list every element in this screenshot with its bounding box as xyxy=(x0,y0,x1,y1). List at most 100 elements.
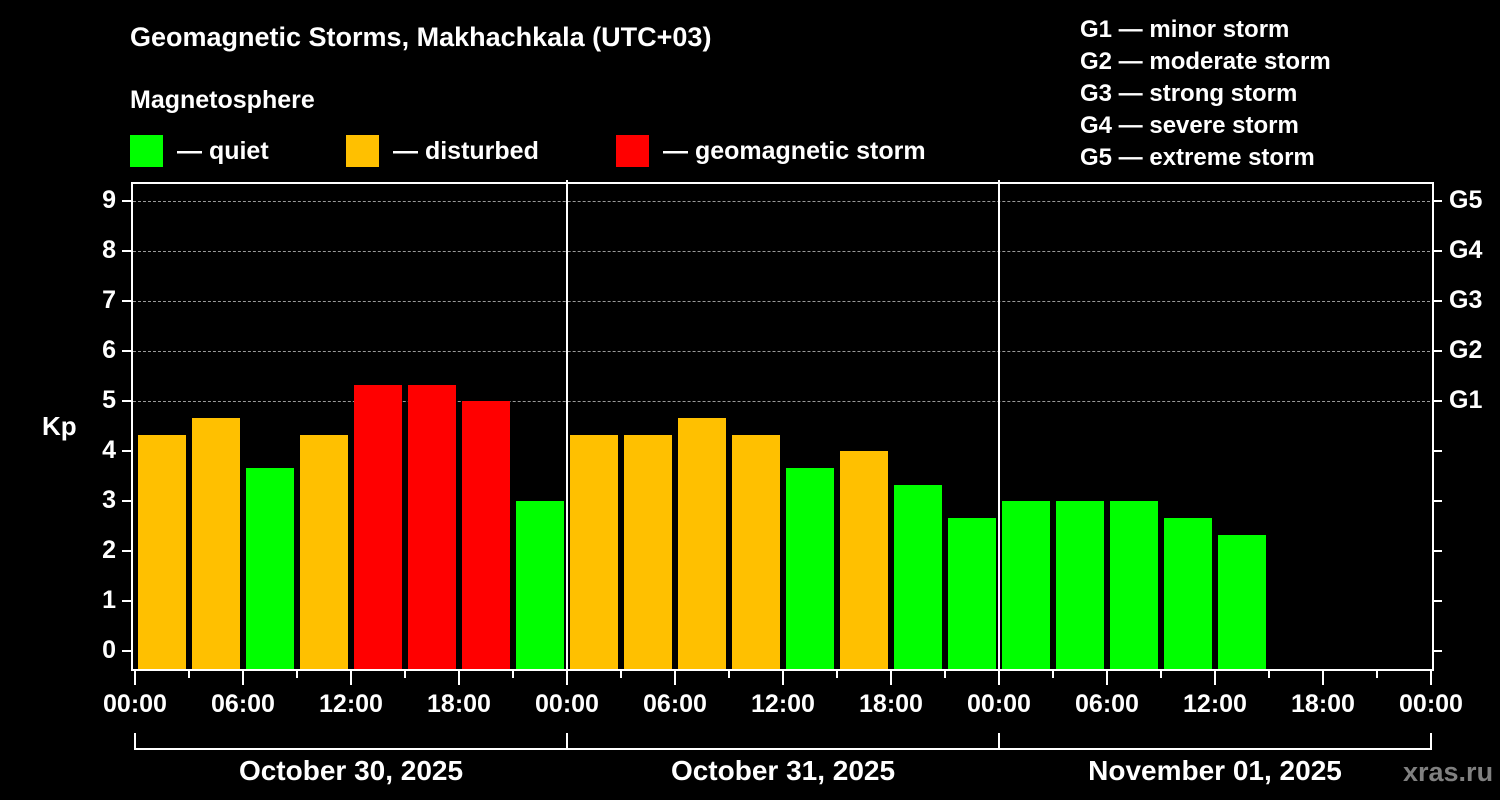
x-tick-label: 00:00 xyxy=(535,690,599,718)
kp-bar xyxy=(1218,534,1266,669)
legend-swatch-storm xyxy=(616,135,649,167)
kp-bar xyxy=(462,401,510,669)
x-tick-minor xyxy=(296,669,298,678)
kp-bar xyxy=(786,467,834,669)
scale-g1: G1 — minor storm xyxy=(1080,16,1290,43)
x-tick-label: 00:00 xyxy=(1399,690,1463,718)
gridline xyxy=(133,201,1430,202)
y-tick-right xyxy=(1433,450,1442,452)
x-tick-label: 06:00 xyxy=(1075,690,1139,718)
y-tick xyxy=(122,500,131,502)
kp-bar xyxy=(1002,501,1050,669)
x-tick-minor xyxy=(512,669,514,678)
x-tick-major xyxy=(134,669,136,685)
x-tick-minor xyxy=(728,669,730,678)
date-bracket xyxy=(566,748,1000,750)
kp-bar xyxy=(192,417,240,669)
scale-g3: G3 — strong storm xyxy=(1080,80,1298,107)
kp-bar xyxy=(354,384,402,669)
x-tick-major xyxy=(350,669,352,685)
chart-subtitle: Magnetosphere xyxy=(130,86,315,114)
y-tick-right xyxy=(1433,550,1442,552)
date-label: October 31, 2025 xyxy=(670,755,896,786)
y-tick-right xyxy=(1433,600,1442,602)
y-tick-right xyxy=(1433,500,1442,502)
legend-item-quiet: — quiet xyxy=(130,135,269,167)
y-tick-right xyxy=(1433,350,1442,352)
scale-g2: G2 — moderate storm xyxy=(1080,48,1331,75)
date-bracket xyxy=(134,748,568,750)
kp-bar xyxy=(570,434,618,669)
y-tick-label: 6 xyxy=(102,336,116,364)
day-divider xyxy=(566,180,568,669)
gridline xyxy=(133,351,1430,352)
x-tick-major xyxy=(1430,669,1432,685)
y-axis-label: Kp xyxy=(42,411,77,441)
plot-frame xyxy=(131,182,1434,671)
g-scale-label: G3 xyxy=(1449,286,1483,314)
kp-bar xyxy=(948,517,996,669)
x-tick-minor xyxy=(1268,669,1270,678)
x-tick-label: 12:00 xyxy=(1183,690,1247,718)
kp-bar xyxy=(678,417,726,669)
x-tick-label: 06:00 xyxy=(643,690,707,718)
scale-g4: G4 — severe storm xyxy=(1080,112,1299,139)
y-tick-label: 3 xyxy=(102,486,116,514)
y-tick-right xyxy=(1433,300,1442,302)
y-tick xyxy=(122,600,131,602)
x-tick-label: 18:00 xyxy=(427,690,491,718)
x-tick-minor xyxy=(620,669,622,678)
date-label: October 30, 2025 xyxy=(238,755,464,786)
x-tick-minor xyxy=(188,669,190,678)
x-tick-major xyxy=(458,669,460,685)
x-tick-major xyxy=(566,669,568,685)
kp-bar xyxy=(1110,501,1158,669)
kp-bar xyxy=(1164,517,1212,669)
scale-g5: G5 — extreme storm xyxy=(1080,144,1315,171)
kp-bar xyxy=(732,434,780,669)
x-tick-major xyxy=(1322,669,1324,685)
kp-bar xyxy=(408,384,456,669)
gridline xyxy=(133,401,1430,402)
y-tick xyxy=(122,450,131,452)
y-tick xyxy=(122,300,131,302)
x-tick-major xyxy=(998,669,1000,685)
y-tick-label: 0 xyxy=(102,636,116,664)
date-label: November 01, 2025 xyxy=(1088,755,1342,786)
legend-swatch-quiet xyxy=(130,135,163,167)
kp-bar xyxy=(840,451,888,669)
date-bracket-end xyxy=(1430,733,1432,750)
x-tick-minor xyxy=(1052,669,1054,678)
kp-bar xyxy=(516,501,564,669)
y-tick-right xyxy=(1433,400,1442,402)
x-tick-label: 18:00 xyxy=(859,690,923,718)
y-tick-right xyxy=(1433,200,1442,202)
y-tick xyxy=(122,350,131,352)
y-tick-label: 5 xyxy=(102,386,116,414)
x-tick-major xyxy=(782,669,784,685)
y-tick xyxy=(122,200,131,202)
legend-label-storm: — geomagnetic storm xyxy=(663,136,926,165)
x-tick-major xyxy=(890,669,892,685)
g-scale-label: G2 xyxy=(1449,336,1483,364)
x-tick-label: 12:00 xyxy=(751,690,815,718)
date-bracket-end xyxy=(134,733,136,750)
gridline xyxy=(133,251,1430,252)
y-tick-label: 8 xyxy=(102,236,116,264)
date-bracket xyxy=(998,748,1432,750)
y-tick xyxy=(122,550,131,552)
kp-bar xyxy=(894,484,942,669)
chart-title: Geomagnetic Storms, Makhachkala (UTC+03) xyxy=(130,22,712,52)
y-tick xyxy=(122,400,131,402)
x-tick-label: 06:00 xyxy=(211,690,275,718)
storm-scale-legend: G1 — minor storm G2 — moderate storm G3 … xyxy=(1080,14,1331,174)
x-tick-major xyxy=(242,669,244,685)
g-scale-label: G5 xyxy=(1449,186,1483,214)
legend-item-storm: — geomagnetic storm xyxy=(616,135,926,167)
legend-swatch-disturbed xyxy=(346,135,379,167)
y-tick-label: 9 xyxy=(102,186,116,214)
x-tick-label: 00:00 xyxy=(967,690,1031,718)
kp-bar xyxy=(246,467,294,669)
x-tick-minor xyxy=(944,669,946,678)
y-tick-label: 1 xyxy=(102,586,116,614)
